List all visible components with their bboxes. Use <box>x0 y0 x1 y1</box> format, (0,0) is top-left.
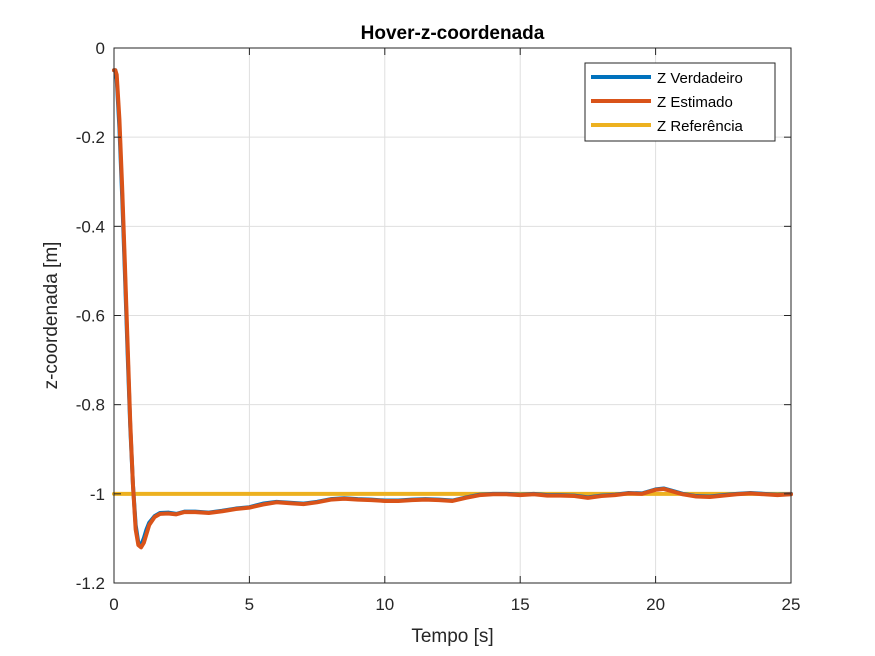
y-tick-label: 0 <box>96 39 105 58</box>
y-tick-label: -0.6 <box>76 307 105 326</box>
x-tick-labels: 0 5 10 15 20 25 <box>109 595 800 614</box>
y-tick-label: -1.2 <box>76 574 105 593</box>
x-tick-label: 25 <box>782 595 801 614</box>
legend: Z Verdadeiro Z Estimado Z Referência <box>584 62 776 142</box>
y-tick-label: -1 <box>90 485 105 504</box>
ticks <box>113 47 792 584</box>
y-axis-label: z-coordenada [m] <box>41 242 62 390</box>
y-tick-label: -0.4 <box>76 217 105 236</box>
y-tick-label: -0.2 <box>76 128 105 147</box>
chart-title: Hover-z-coordenada <box>361 23 545 44</box>
y-tick-labels: 0 -0.2 -0.4 -0.6 -0.8 -1 -1.2 <box>76 39 105 593</box>
x-tick-label: 10 <box>375 595 394 614</box>
x-tick-label: 20 <box>646 595 665 614</box>
legend-entry-z-verdadeiro-label: Z Verdadeiro <box>657 70 743 87</box>
y-tick-label: -0.8 <box>76 396 105 415</box>
legend-entry-z-referencia-label: Z Referência <box>657 118 744 135</box>
series-lines <box>112 68 793 550</box>
series-line-z-estimado <box>112 68 793 550</box>
x-axis-label: Tempo [s] <box>411 626 493 647</box>
x-tick-label: 0 <box>109 595 118 614</box>
x-tick-label: 5 <box>245 595 254 614</box>
legend-entry-z-estimado-label: Z Estimado <box>657 94 733 111</box>
x-tick-label: 15 <box>511 595 530 614</box>
